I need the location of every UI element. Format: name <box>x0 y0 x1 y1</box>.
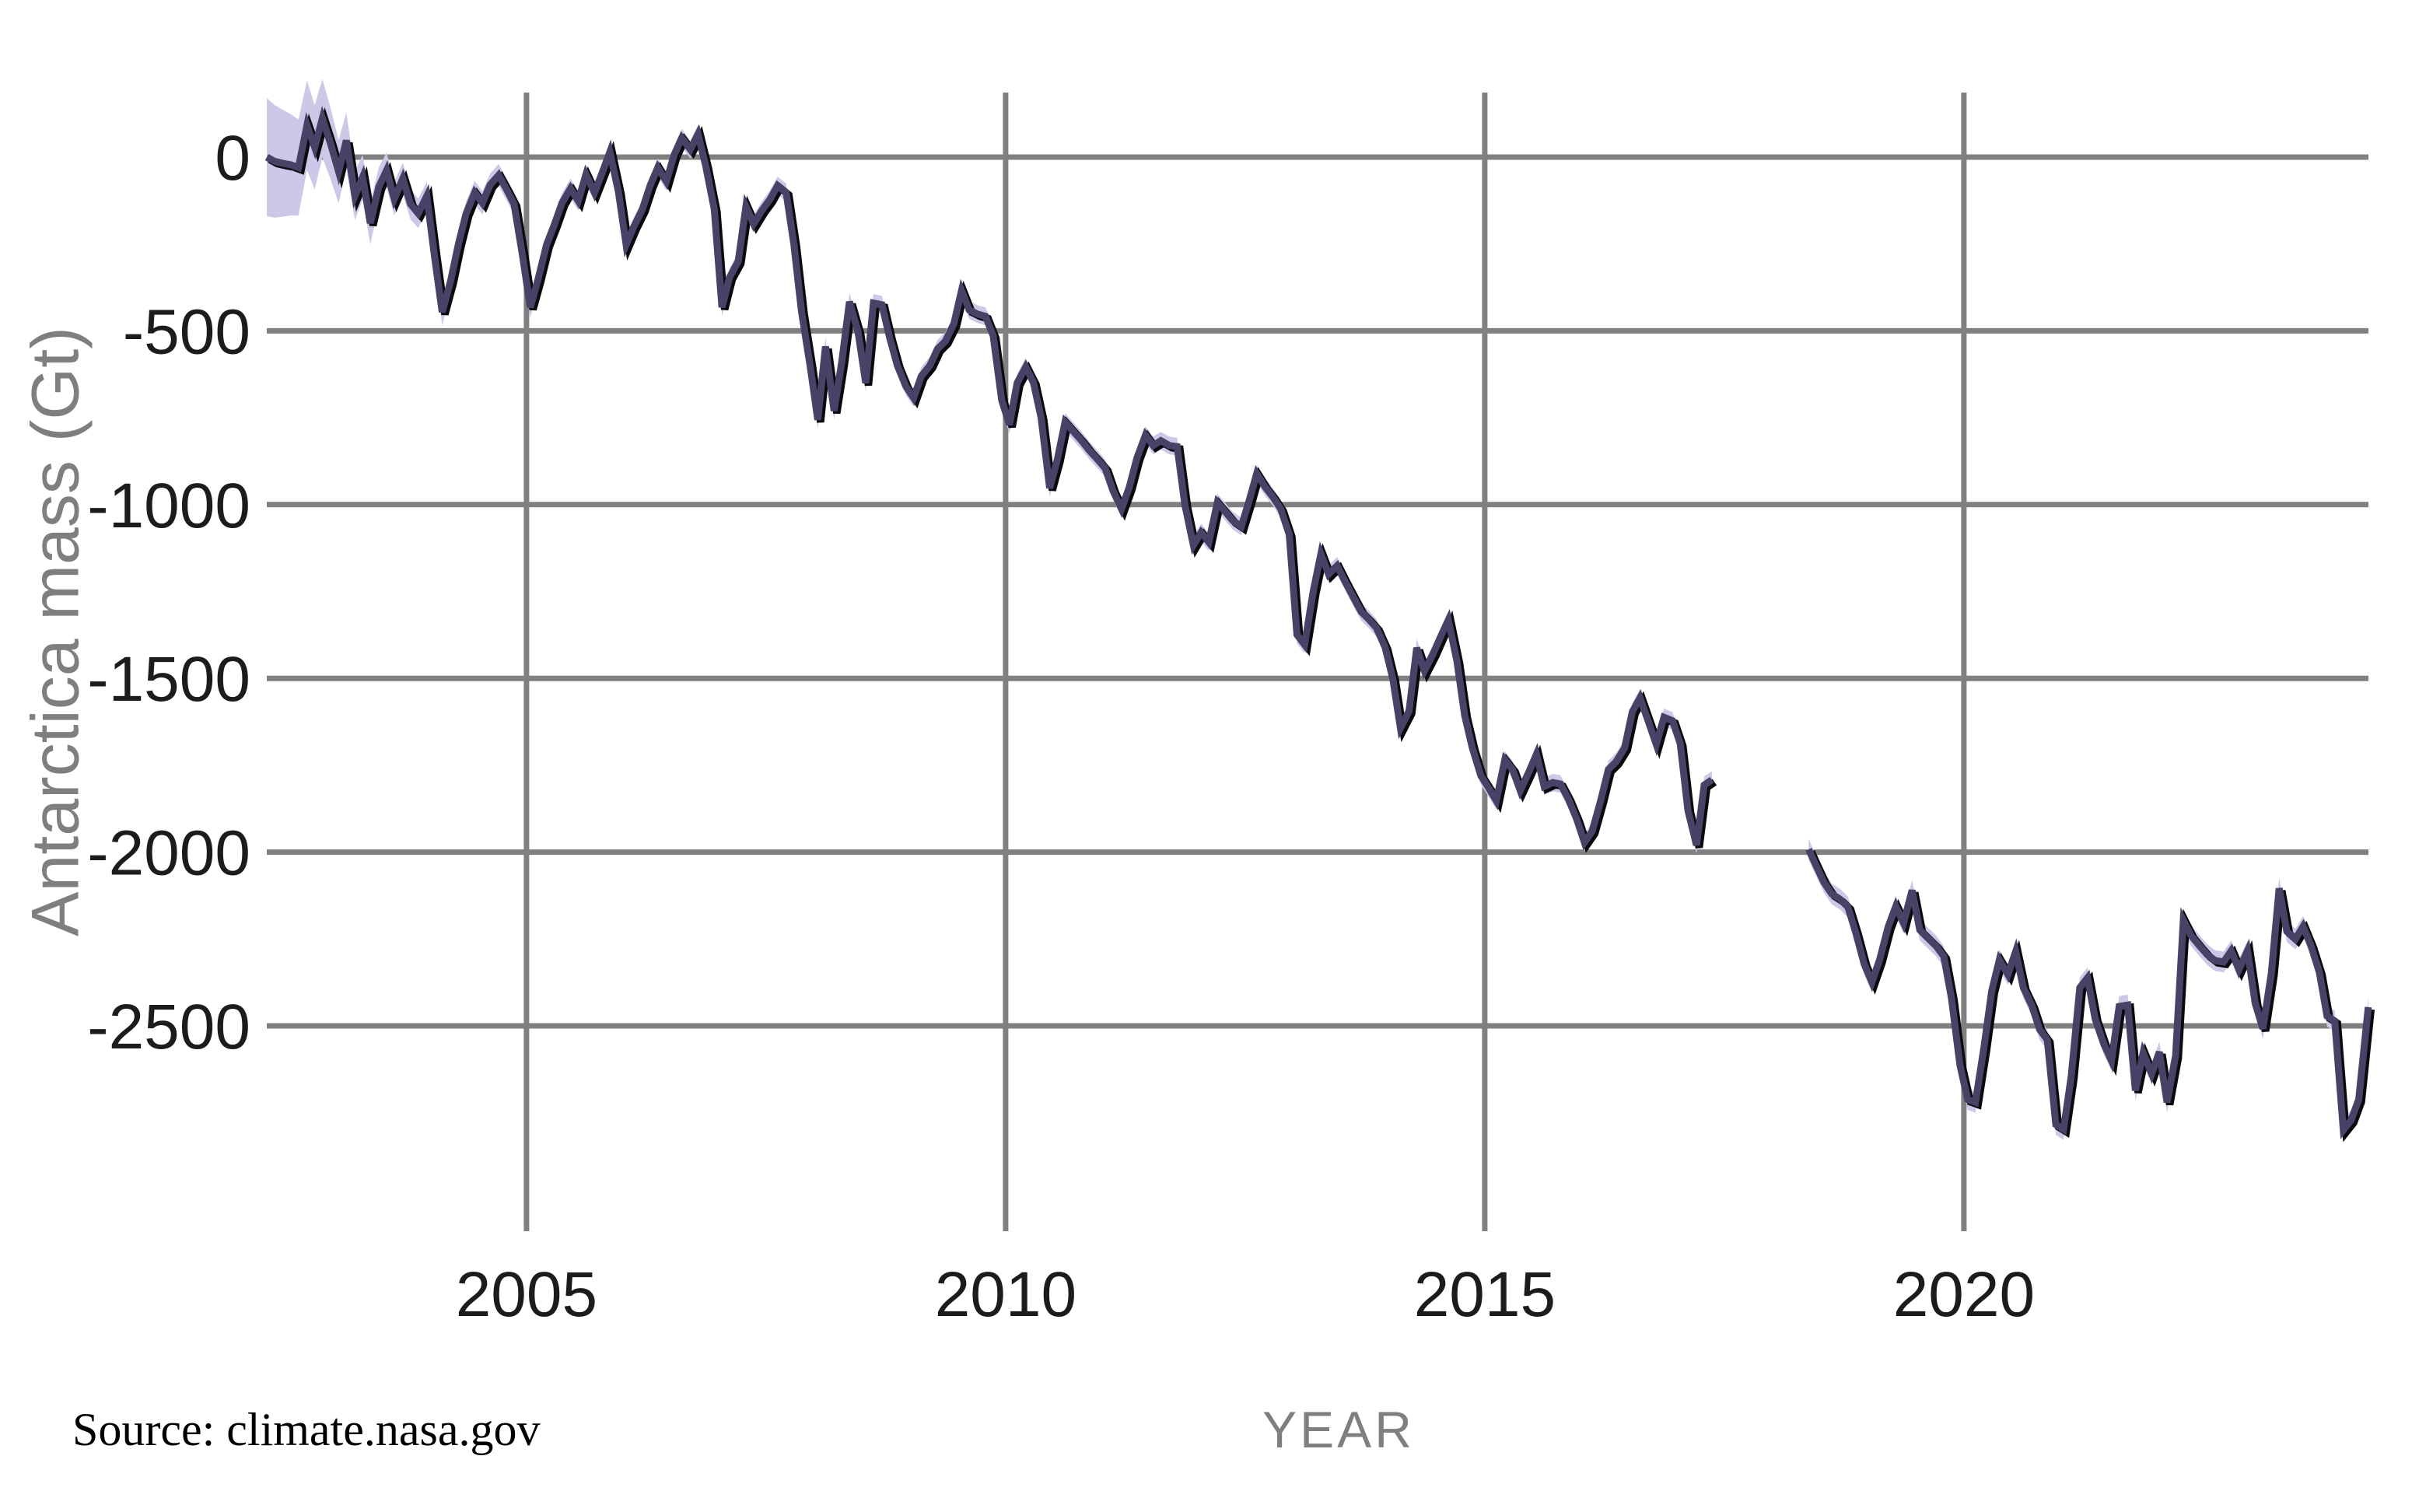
x-axis-title: YEAR <box>1262 1401 1415 1458</box>
x-tick-label: 2015 <box>1414 1259 1556 1330</box>
mass-line <box>264 105 1714 851</box>
y-tick-label: 0 <box>215 123 250 194</box>
y-tick-label: -2500 <box>87 992 250 1062</box>
mass-line-edge <box>268 107 1717 853</box>
y-tick-label: -500 <box>123 296 250 367</box>
x-tick-label: 2005 <box>456 1259 597 1330</box>
y-tick-label: -1500 <box>87 644 250 715</box>
y-axis-title: Antarctica mass (Gt) <box>18 327 93 936</box>
mass-line <box>1805 848 2372 1139</box>
y-tick-label: -1000 <box>87 471 250 541</box>
y-tick-label: -2000 <box>87 818 250 889</box>
source-credit: Source: climate.nasa.gov <box>72 1404 541 1455</box>
x-tick-label: 2020 <box>1893 1259 2035 1330</box>
x-tick-label: 2010 <box>935 1259 1076 1330</box>
